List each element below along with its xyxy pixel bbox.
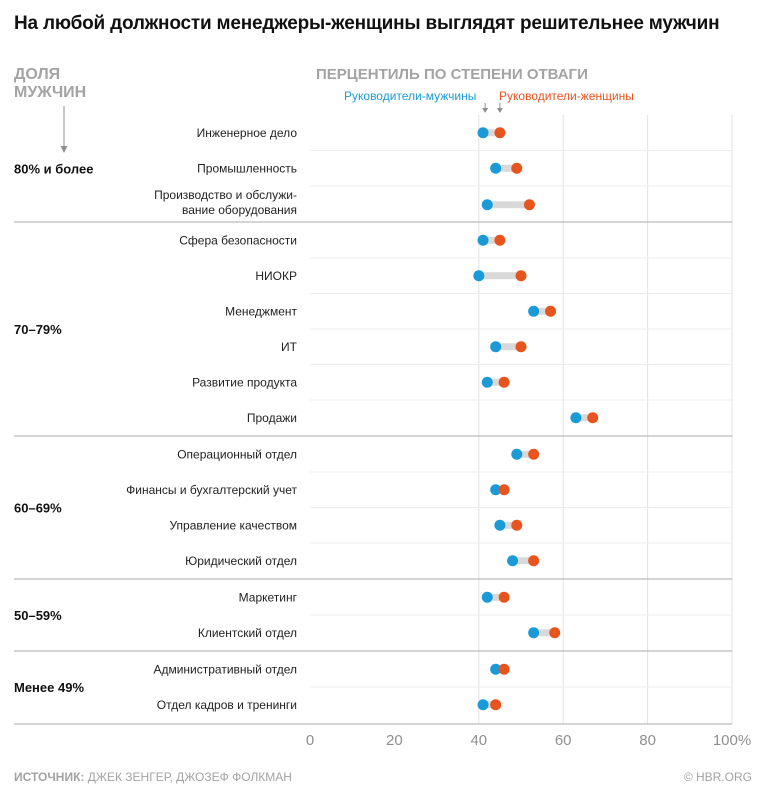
footer-brand: © HBR.ORG [683, 770, 752, 784]
male-dot [490, 484, 502, 496]
male-dot [481, 199, 493, 211]
row-label: Развитие продукта [192, 375, 297, 389]
female-dot [498, 591, 510, 603]
male-dot [481, 591, 493, 603]
female-dot [498, 484, 510, 496]
female-dot [528, 555, 540, 567]
legend-male-arrowhead [482, 108, 489, 113]
row-label: Маркетинг [239, 590, 298, 604]
female-dot [523, 199, 535, 211]
row-label: НИОКР [255, 269, 297, 283]
row-label: Сфера безопасности [179, 233, 297, 247]
male-dot [528, 305, 540, 317]
legend-female-label: Руководители-женщины [499, 89, 634, 103]
x-tick-label: 40 [470, 732, 487, 749]
male-dot [511, 448, 523, 460]
female-dot [494, 234, 506, 246]
row-label: Административный отдел [153, 662, 297, 676]
row-label: вание оборудования [182, 203, 297, 217]
male-dot [490, 162, 502, 174]
x-tick-label: 20 [386, 732, 403, 749]
row-label: Промышленность [197, 161, 297, 175]
female-dot [498, 663, 510, 675]
source-text: ДЖЕК ЗЕНГЕР, ДЖОЗЕФ ФОЛКМАН [87, 770, 292, 784]
female-dot [511, 519, 523, 531]
share-arrowhead [60, 146, 68, 153]
male-dot [570, 412, 582, 424]
group-label: 60–69% [14, 501, 62, 516]
source-label: ИСТОЧНИК: [14, 770, 85, 784]
female-dot [549, 627, 561, 639]
group-label: 70–79% [14, 322, 62, 337]
row-label: Финансы и бухгалтерский учет [126, 483, 297, 497]
x-tick-label: 0 [306, 732, 314, 749]
female-dot [498, 376, 510, 388]
x-tick-label: 100% [713, 732, 751, 749]
group-label: 50–59% [14, 608, 62, 623]
x-tick-label: 80 [639, 732, 656, 749]
row-label: Менеджмент [225, 304, 297, 318]
male-dot [477, 127, 489, 139]
group-label: Менее 49% [14, 680, 84, 695]
male-dot [494, 519, 506, 531]
male-dot [528, 627, 540, 639]
row-label: Клиентский отдел [198, 626, 297, 640]
row-label: Инженерное дело [197, 126, 298, 140]
group-label: 80% и более [14, 161, 93, 176]
male-dot [481, 376, 493, 388]
row-label: Производство и обслужи- [154, 188, 297, 202]
female-dot [587, 412, 599, 424]
row-label: Операционный отдел [177, 447, 297, 461]
x-tick-label: 60 [555, 732, 572, 749]
female-dot [528, 448, 540, 460]
female-dot [511, 162, 523, 174]
male-dot [477, 234, 489, 246]
footer-source: ИСТОЧНИК: ДЖЕК ЗЕНГЕР, ДЖОЗЕФ ФОЛКМАН [14, 770, 292, 784]
row-label: Продажи [247, 411, 297, 425]
row-label: Юридический отдел [185, 554, 297, 568]
female-dot [494, 127, 506, 139]
female-dot [545, 305, 557, 317]
male-dot [477, 699, 489, 711]
male-dot [473, 270, 485, 282]
female-dot [515, 341, 527, 353]
male-dot [507, 555, 519, 567]
male-dot [490, 341, 502, 353]
female-dot [515, 270, 527, 282]
row-label: Отдел кадров и тренинги [157, 698, 297, 712]
chart-title: На любой должности менеджеры-женщины выг… [14, 13, 720, 34]
percentile-axis-header: ПЕРЦЕНТИЛЬ ПО СТЕПЕНИ ОТВАГИ [316, 66, 588, 83]
row-label: ИТ [281, 340, 298, 354]
male-dot [490, 663, 502, 675]
female-dot [490, 699, 502, 711]
male-share-header: ДОЛЯ МУЖЧИН [14, 66, 87, 101]
row-label: Управление качеством [169, 518, 297, 532]
legend-male-label: Руководители-мужчины [344, 89, 477, 103]
legend-female-arrowhead [496, 108, 503, 113]
